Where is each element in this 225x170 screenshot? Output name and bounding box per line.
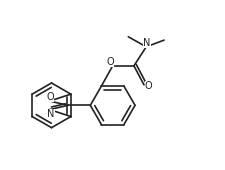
Text: O: O bbox=[106, 57, 114, 67]
Text: O: O bbox=[145, 81, 153, 91]
Text: N: N bbox=[47, 109, 55, 119]
Text: O: O bbox=[47, 92, 54, 102]
Text: N: N bbox=[143, 38, 151, 48]
